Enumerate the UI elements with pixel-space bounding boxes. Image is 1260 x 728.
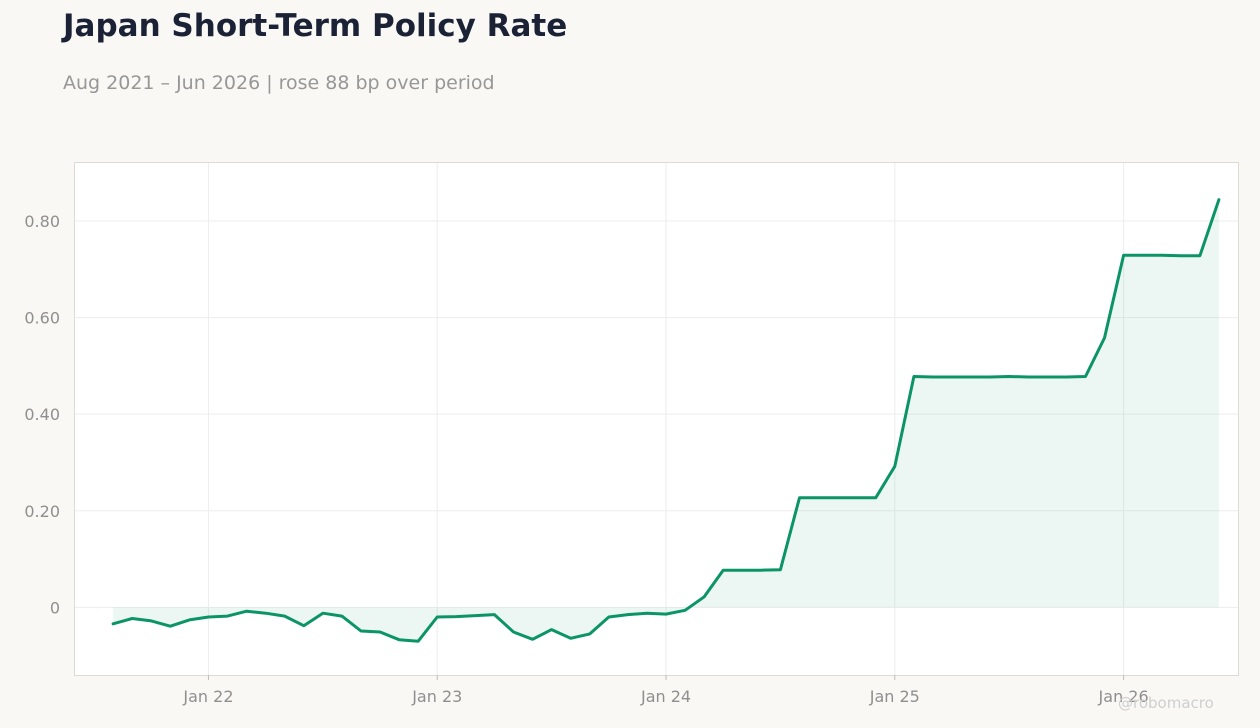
chart-subtitle: Aug 2021 – Jun 2026 | rose 88 bp over pe… [63, 72, 495, 94]
x-tick-label: Jan 22 [182, 687, 233, 706]
x-tick-label: Jan 25 [869, 687, 920, 706]
y-tick-label: 0.40 [24, 405, 60, 424]
watermark: @robomacro [1118, 694, 1214, 712]
y-tick-label: 0 [50, 598, 60, 617]
y-tick-label: 0.80 [24, 212, 60, 231]
data-points [113, 199, 1219, 642]
y-tick-label: 0.20 [24, 502, 60, 521]
x-tick-label: Jan 26 [1098, 687, 1149, 706]
x-tick-label: Jan 23 [411, 687, 462, 706]
area-fill [113, 199, 1219, 642]
x-tick-label: Jan 24 [640, 687, 691, 706]
gridlines [75, 163, 1238, 675]
x-axis: Jan 22 Jan 23 Jan 24 Jan 25 Jan 26 [182, 675, 1149, 706]
chart-title: Japan Short-Term Policy Rate [63, 8, 568, 44]
y-tick-label: 0.60 [24, 309, 60, 328]
plot-area [74, 162, 1239, 676]
y-axis: 0 0.20 0.40 0.60 0.80 [24, 212, 60, 617]
